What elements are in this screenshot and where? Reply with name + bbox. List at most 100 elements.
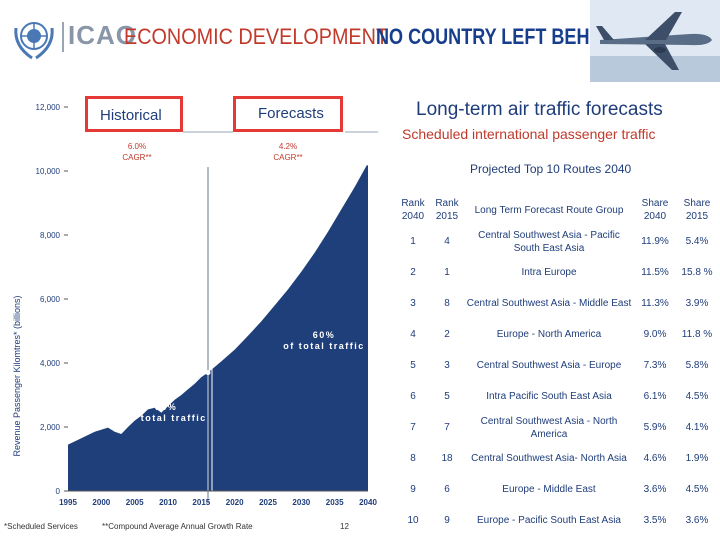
table-row: 8 18 Central Southwest Asia- North Asia … <box>396 443 718 474</box>
x-tick-label: 2025 <box>259 498 277 507</box>
x-tick-label: 2040 <box>359 498 377 507</box>
slogan: NO COUNTRY LEFT BEHIND <box>376 24 621 49</box>
y-tick-label: 2,000 <box>40 423 61 432</box>
table-row: 7 7 Central Southwest Asia - North Ameri… <box>396 412 718 443</box>
header-share-2040: Share 2040 <box>641 198 669 222</box>
y-tick-label: 8,000 <box>40 231 61 240</box>
x-tick-label: 2015 <box>192 498 210 507</box>
y-axis-label-text: Revenue Passenger Kilomtres* (billions) <box>12 295 22 456</box>
table-row: 5 3 Central Southwest Asia - Europe 7.3%… <box>396 350 718 381</box>
y-tick-label: 0 <box>56 487 61 496</box>
rpk-area-chart: Revenue Passenger Kilomtres* (billions) … <box>12 103 378 540</box>
cell-rank-2040: 2 <box>410 267 416 278</box>
cell-route: Europe - North America <box>496 329 602 340</box>
y-tick-label: 6,000 <box>40 295 61 304</box>
cell-share-2015: 1.9% <box>685 453 709 464</box>
x-tick-label: 2020 <box>226 498 244 507</box>
y-tick-label: 10,000 <box>36 167 61 176</box>
airplane-photo <box>590 0 720 82</box>
footnote-cagr: **Compound Average Annual Growth Rate <box>102 522 253 531</box>
cell-share-2015: 15.8 % <box>681 267 713 278</box>
cell-rank-2015: 6 <box>444 484 450 495</box>
forecast-cagr: 4.2% CAGR** <box>253 141 323 163</box>
footnote-scheduled: *Scheduled Services <box>4 522 78 531</box>
cell-share-2015: 5.8% <box>685 360 709 371</box>
cell-rank-2040: 10 <box>407 515 419 526</box>
cell-rank-2015: 3 <box>444 360 450 371</box>
cell-rank-2040: 1 <box>410 236 416 247</box>
forecasts-box: Forecasts <box>233 96 343 132</box>
historical-share-label: 63% of total traffic <box>118 402 214 424</box>
forecast-share-label: 60% of total traffic <box>276 330 372 352</box>
cell-share-2040: 6.1% <box>643 391 667 402</box>
cell-share-2040: 9.0% <box>643 329 667 340</box>
cell-share-2040: 4.6% <box>643 453 667 464</box>
table-header-row: Rank 2040 Rank 2015 Long Term Forecast R… <box>396 194 718 226</box>
data-marker <box>205 370 211 376</box>
cell-route: Central Southwest Asia - North America <box>480 415 618 440</box>
historical-label: Historical <box>100 107 162 124</box>
cell-rank-2015: 8 <box>444 298 450 309</box>
historical-cagr-value: 6.0% <box>127 142 147 151</box>
org-name: ICAO <box>68 20 137 50</box>
table-row: 3 8 Central Southwest Asia - Middle East… <box>396 288 718 319</box>
top-routes-table: Rank 2040 Rank 2015 Long Term Forecast R… <box>396 194 718 536</box>
cell-share-2015: 4.5% <box>685 391 709 402</box>
cell-rank-2015: 2 <box>444 329 450 340</box>
subtitle: Scheduled international passenger traffi… <box>402 126 656 142</box>
header-route-group: Long Term Forecast Route Group <box>474 204 624 216</box>
brand-separator <box>62 22 64 52</box>
cell-share-2015: 3.9% <box>685 298 709 309</box>
cell-rank-2040: 5 <box>410 360 416 371</box>
x-tick-label: 2035 <box>326 498 344 507</box>
table-row: 10 9 Europe - Pacific South East Asia 3.… <box>396 505 718 536</box>
x-tick-label: 1995 <box>59 498 77 507</box>
cell-route: Intra Pacific South East Asia <box>486 391 612 402</box>
table-row: 4 2 Europe - North America 9.0% 11.8 % <box>396 319 718 350</box>
historical-box: Historical <box>85 96 183 132</box>
cell-share-2015: 11.8 % <box>681 329 713 340</box>
header-banner: ICAO ECONOMIC DEVELOPMENT NO COUNTRY LEF… <box>0 0 720 82</box>
table-row: 2 1 Intra Europe 11.5% 15.8 % <box>396 257 718 288</box>
cell-rank-2015: 1 <box>444 267 450 278</box>
forecast-cagr-value: 4.2% <box>278 142 298 151</box>
cell-rank-2015: 9 <box>444 515 450 526</box>
main-title: Long-term air traffic forecasts <box>416 99 663 120</box>
forecast-share-value: 60% <box>312 330 336 340</box>
header-rank-2015: Rank 2015 <box>435 198 459 222</box>
header-share-2015: Share 2015 <box>683 198 711 222</box>
x-tick-label: 2010 <box>159 498 177 507</box>
cell-rank-2040: 3 <box>410 298 416 309</box>
y-tick-label: 12,000 <box>36 103 61 112</box>
cell-route: Central Southwest Asia- North Asia <box>471 453 627 464</box>
cell-share-2040: 11.3% <box>641 298 669 309</box>
cell-rank-2015: 7 <box>444 422 450 433</box>
cell-route: Central Southwest Asia - Pacific South E… <box>478 229 620 254</box>
y-axis-label: Revenue Passenger Kilomtres* (billions) <box>12 295 22 456</box>
cell-share-2040: 5.9% <box>643 422 667 433</box>
cell-share-2015: 4.1% <box>685 422 709 433</box>
x-tick-label: 2030 <box>292 498 310 507</box>
cell-share-2040: 3.5% <box>643 515 667 526</box>
x-tick-label: 2000 <box>92 498 110 507</box>
cell-route: Central Southwest Asia - Middle East <box>466 298 632 309</box>
cell-share-2015: 5.4% <box>685 236 709 247</box>
traffic-area-series <box>68 163 368 491</box>
header-rank-2040: Rank 2040 <box>401 198 425 222</box>
table-row: 1 4 Central Southwest Asia - Pacific Sou… <box>396 226 718 257</box>
forecasts-label: Forecasts <box>258 105 324 122</box>
cell-share-2015: 3.6% <box>685 515 709 526</box>
table-title: Projected Top 10 Routes 2040 <box>470 162 632 176</box>
forecast-cagr-note: CAGR** <box>273 153 303 162</box>
cell-route: Intra Europe <box>521 267 577 278</box>
cell-rank-2015: 5 <box>444 391 450 402</box>
cell-rank-2040: 8 <box>410 453 416 464</box>
program-name: ECONOMIC DEVELOPMENT <box>124 24 389 49</box>
cell-route: Europe - Middle East <box>502 484 596 495</box>
un-laurel-logo <box>14 22 54 60</box>
y-tick-label: 4,000 <box>40 359 61 368</box>
cell-share-2040: 11.5% <box>641 267 669 278</box>
historical-share-text: of total traffic <box>125 413 207 423</box>
cell-share-2040: 3.6% <box>643 484 667 495</box>
cell-share-2015: 4.5% <box>685 484 709 495</box>
